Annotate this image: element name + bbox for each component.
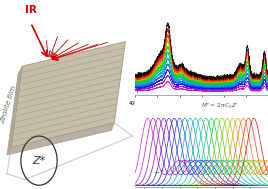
Text: Z*: Z* bbox=[32, 156, 46, 166]
Text: $\leftarrow T$: $\leftarrow T$ bbox=[153, 168, 165, 176]
Polygon shape bbox=[11, 42, 125, 147]
Polygon shape bbox=[7, 123, 114, 155]
X-axis label: Wavenumber / cm⁻¹: Wavenumber / cm⁻¹ bbox=[170, 108, 233, 113]
Text: IR: IR bbox=[25, 5, 37, 15]
Polygon shape bbox=[7, 66, 22, 155]
Text: T: T bbox=[136, 89, 140, 94]
Text: Zeolite film: Zeolite film bbox=[0, 84, 17, 124]
Text: $M'' = 2\,\pi C_0 Z'$: $M'' = 2\,\pi C_0 Z'$ bbox=[201, 102, 239, 111]
